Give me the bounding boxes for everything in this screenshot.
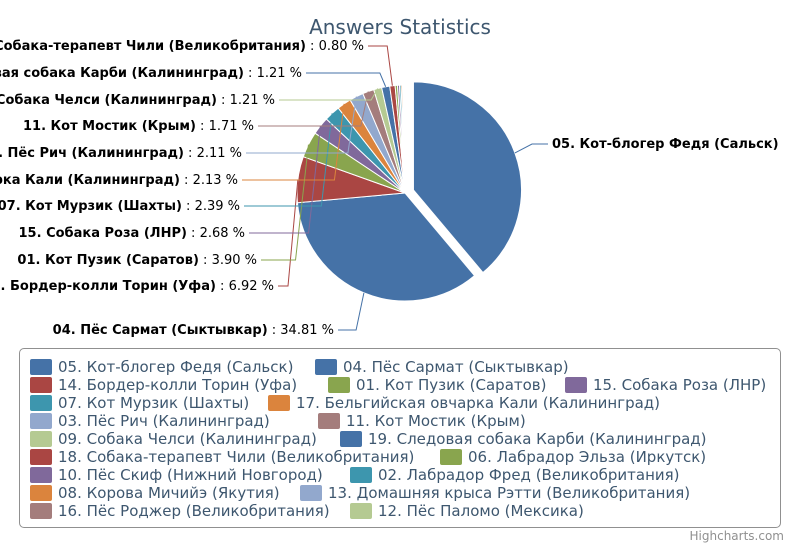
legend-swatch (328, 377, 350, 393)
legend-label: 05. Кот-блогер Федя (Сальск) (58, 358, 294, 376)
data-labels: 05. Кот-блогер Федя (Сальск) 04. Пёс Сарм… (0, 39, 779, 338)
legend-label: 08. Корова Мичийэ (Якутия) (58, 484, 280, 502)
credits-link[interactable]: Highcharts.com (689, 529, 784, 543)
legend-item[interactable]: 01. Кот Пузик (Саратов) (328, 376, 547, 394)
data-label: 18. Собака-терапевт Чили (Великобритания… (0, 39, 364, 54)
legend-swatch (30, 377, 52, 393)
legend-swatch (30, 467, 52, 483)
label-connector (261, 144, 309, 261)
label-connector (514, 143, 548, 154)
data-label: 03. Пёс Рич (Калининград) : 2.11 % (0, 146, 242, 161)
pie-slice[interactable] (403, 84, 406, 194)
legend-swatch (340, 431, 362, 447)
legend-label: 18. Собака-терапевт Чили (Великобритания… (58, 448, 415, 466)
pie-slices (296, 81, 522, 302)
legend-label: 10. Пёс Скиф (Нижний Новгород) (58, 466, 323, 484)
legend-item[interactable]: 11. Кот Мостик (Крым) (318, 412, 526, 430)
legend-swatch (30, 431, 52, 447)
data-label: 19. Следовая собака Карби (Калининград) … (0, 66, 302, 81)
legend-label: 11. Кот Мостик (Крым) (346, 412, 526, 430)
label-connector (338, 292, 365, 331)
legend-swatch (565, 377, 587, 393)
legend-item[interactable]: 05. Кот-блогер Федя (Сальск) (30, 358, 293, 376)
legend-item[interactable]: 15. Собака Роза (ЛНР) (565, 376, 766, 394)
legend-label: 02. Лабрадор Фред (Великобритания) (378, 466, 680, 484)
legend-item[interactable]: 10. Пёс Скиф (Нижний Новгород) (30, 466, 323, 484)
legend-label: 17. Бельгийская овчарка Кали (Калинингра… (296, 394, 661, 412)
legend-item[interactable]: 04. Пёс Сармат (Сыктывкар) (315, 358, 569, 376)
label-connector (258, 91, 369, 127)
legend-swatch (350, 503, 372, 519)
legend-item[interactable]: 08. Корова Мичийэ (Якутия) (30, 484, 280, 502)
chart-legend: 05. Кот-блогер Федя (Сальск) 04. Пёс Сарм… (19, 348, 781, 528)
legend-label: 04. Пёс Сармат (Сыктывкар) (343, 358, 569, 376)
legend-item[interactable]: 07. Кот Мурзик (Шахты) (30, 394, 249, 412)
data-label: 17. Бельгийская овчарка Кали (Калинингра… (0, 173, 238, 188)
label-connector (249, 125, 321, 234)
label-connector (368, 45, 393, 86)
legend-swatch (318, 413, 340, 429)
label-connector (246, 96, 357, 154)
label-connectors (242, 45, 548, 331)
legend-item[interactable]: 19. Следовая собака Карби (Калининград) (340, 430, 707, 448)
legend-swatch (440, 449, 462, 465)
legend-item[interactable]: 17. Бельгийская овчарка Кали (Калинингра… (268, 394, 660, 412)
legend-swatch (30, 485, 52, 501)
legend-label: 07. Кот Мурзик (Шахты) (58, 394, 250, 412)
legend-label: 14. Бордер-колли Торин (Уфа) (58, 376, 298, 394)
data-label: 11. Кот Мостик (Крым) : 1.71 % (23, 119, 254, 134)
legend-swatch (350, 467, 372, 483)
legend-item[interactable]: 03. Пёс Рич (Калининград) (30, 412, 270, 430)
legend-label: 16. Пёс Роджер (Великобритания) (58, 502, 330, 520)
legend-item[interactable]: 14. Бордер-колли Торин (Уфа) (30, 376, 297, 394)
legend-label: 01. Кот Пузик (Саратов) (356, 376, 547, 394)
legend-item[interactable]: 16. Пёс Роджер (Великобритания) (30, 502, 330, 520)
legend-label: 06. Лабрадор Эльза (Иркутск) (468, 448, 707, 466)
legend-swatch (315, 359, 337, 375)
legend-label: 09. Собака Челси (Калининград) (58, 430, 317, 448)
legend-item[interactable]: 06. Лабрадор Эльза (Иркутск) (440, 448, 706, 466)
legend-item[interactable]: 09. Собака Челси (Калининград) (30, 430, 317, 448)
legend-swatch (30, 449, 52, 465)
chart-title: Answers Statistics (309, 15, 491, 39)
label-connector (244, 113, 333, 207)
legend-swatch (30, 359, 52, 375)
legend-swatch (268, 395, 290, 411)
label-connector (306, 72, 387, 87)
legend-label: 12. Пёс Паломо (Мексика) (378, 502, 584, 520)
pie-slice[interactable] (296, 192, 476, 302)
legend-swatch (30, 395, 52, 411)
legend-label: 03. Пёс Рич (Калининград) (58, 412, 270, 430)
legend-swatch (30, 503, 52, 519)
data-label: 07. Кот Мурзик (Шахты) : 2.39 % (0, 199, 240, 214)
data-label: 04. Пёс Сармат (Сыктывкар) : 34.81 % (53, 323, 334, 338)
data-label: 09. Собака Челси (Калининград) : 1.21 % (0, 93, 275, 108)
legend-swatch (300, 485, 322, 501)
legend-swatch (30, 413, 52, 429)
legend-label: 15. Собака Роза (ЛНР) (593, 376, 767, 394)
legend-item[interactable]: 18. Собака-терапевт Чили (Великобритания… (30, 448, 414, 466)
label-connector (279, 88, 379, 101)
pie-slice[interactable] (412, 81, 522, 274)
data-label: 15. Собака Роза (ЛНР) : 2.68 % (19, 226, 245, 241)
legend-label: 13. Домашняя крыса Рэтти (Великобритания… (328, 484, 691, 502)
label-connector (242, 103, 345, 181)
label-connector (278, 179, 299, 287)
legend-label: 19. Следовая собака Карби (Калининград) (368, 430, 707, 448)
data-label: 14. Бордер-колли Торин (Уфа) : 6.92 % (0, 279, 274, 294)
legend-item[interactable]: 12. Пёс Паломо (Мексика) (350, 502, 584, 520)
legend-item[interactable]: 02. Лабрадор Фред (Великобритания) (350, 466, 680, 484)
legend-item[interactable]: 13. Домашняя крыса Рэтти (Великобритания… (300, 484, 690, 502)
data-label: 05. Кот-блогер Федя (Сальск) (552, 137, 779, 152)
data-label: 01. Кот Пузик (Саратов) : 3.90 % (17, 253, 257, 268)
